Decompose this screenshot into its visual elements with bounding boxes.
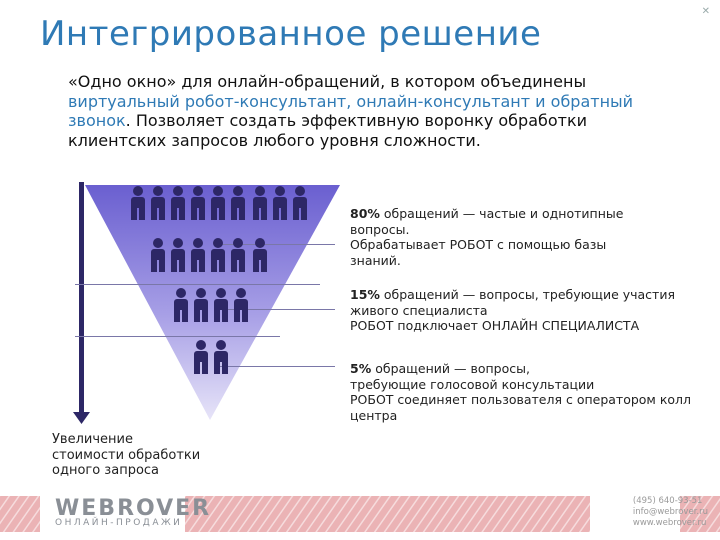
level-pointer-1 [215,244,335,245]
level-15-line2: живого специалиста [350,302,488,318]
intro-text: «Одно окно» для онлайн-обращений, в кото… [68,72,648,150]
level-5-description: 5% обращений — вопросы, требующие голосо… [350,361,691,423]
person-icon [210,238,226,272]
level-80-line3: Обрабатывает РОБОТ с помощью базы [350,237,607,252]
level-5-line2: требующие голосовой консультации [350,376,595,392]
person-icon [150,186,166,220]
contact-email[interactable]: info@webrover.ru [632,507,708,517]
person-icon [292,186,308,220]
person-icon [213,288,229,322]
level-80-line2: вопросы. [350,221,410,237]
level-15-description: 15% обращений — вопросы, требующие участ… [350,287,675,334]
person-icon [230,238,246,272]
level-80-line1: обращений — частые и однотипные [379,206,624,221]
intro-highlight: виртуальный робот-консультант, онлайн-ко… [68,91,634,131]
level-pointer-3 [215,366,335,367]
person-icon [252,186,268,220]
axis-label: Увеличение стоимости обработки одного за… [52,432,200,479]
person-icon [193,288,209,322]
intro-part1: «Одно окно» для онлайн-обращений, в кото… [68,72,587,91]
level-5-line3: РОБОТ соединяет пользователя с операторо… [350,392,692,407]
person-icon [230,186,246,220]
contact-phone: (495) 640-93-51 [632,496,703,506]
level-divider-1 [75,284,320,285]
person-icon [130,186,146,220]
intro-part2: . Позволяет создать эффективную воронку … [68,111,588,150]
corner-mark: ✕ [701,6,710,17]
level-divider-2 [75,336,280,337]
axis-label-line1: Увеличение [52,432,133,447]
axis-arrow-icon [73,412,90,424]
person-icon [170,238,186,272]
person-icon [190,238,206,272]
level-15-line3: РОБОТ подключает ОНЛАЙН СПЕЦИАЛИСТА [350,318,640,333]
cost-axis [79,182,84,414]
level-15-line1: обращений — вопросы, требующие участия [379,287,675,302]
footer-band [0,496,720,532]
level-pointer-2 [215,309,335,310]
person-icon [193,340,209,374]
person-icon [272,186,288,220]
webrover-logo: WEBROVER [55,496,212,521]
logo-tagline: ОНЛАЙН-ПРОДАЖИ [55,518,183,528]
slide-title: Интегрированное решение [40,14,542,54]
person-icon [210,186,226,220]
person-icon [173,288,189,322]
funnel-diagram [73,182,340,424]
funnel-shape [85,185,340,420]
level-5-percent: 5% [350,361,372,376]
person-icon [252,238,268,272]
level-80-line4: знаний. [350,252,401,268]
axis-label-line3: одного запроса [52,463,160,478]
contact-info: (495) 640-93-51 info@webrover.ru www.web… [633,496,708,529]
person-icon [213,340,229,374]
level-15-percent: 15% [350,287,380,302]
person-icon [170,186,186,220]
contact-site[interactable]: www.webrover.ru [632,518,707,528]
level-5-line1: обращений — вопросы, [371,361,530,376]
level-80-percent: 80% [350,206,380,221]
person-icon [233,288,249,322]
person-icon [190,186,206,220]
level-5-line4: центра [350,407,398,423]
person-icon [150,238,166,272]
axis-label-line2: стоимости обработки [52,447,201,463]
level-80-description: 80% обращений — частые и однотипные вопр… [350,206,623,268]
